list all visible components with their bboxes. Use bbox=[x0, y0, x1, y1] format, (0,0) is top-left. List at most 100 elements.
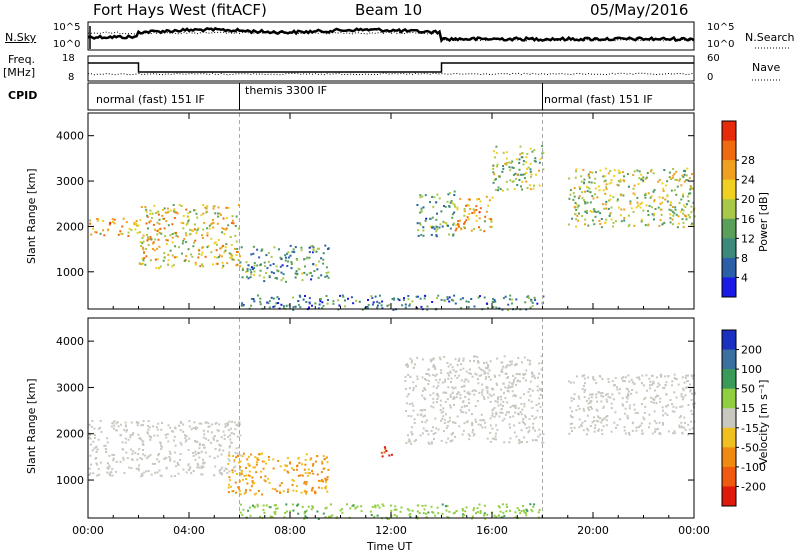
scatter-point bbox=[217, 429, 220, 432]
scatter-point bbox=[230, 441, 233, 444]
scatter-point bbox=[146, 238, 149, 241]
scatter-point bbox=[454, 205, 456, 208]
scatter-point bbox=[416, 378, 419, 381]
scatter-point bbox=[662, 409, 664, 412]
scatter-point bbox=[540, 381, 543, 384]
scatter-point bbox=[157, 228, 160, 231]
scatter-point bbox=[248, 475, 251, 478]
scatter-point bbox=[592, 376, 595, 379]
scatter-point bbox=[413, 440, 416, 443]
scatter-point bbox=[497, 505, 500, 508]
scatter-point bbox=[538, 428, 541, 431]
scatter-point bbox=[137, 469, 140, 472]
scatter-point bbox=[89, 222, 92, 225]
scatter-point bbox=[201, 443, 204, 446]
scatter-point bbox=[260, 263, 262, 266]
scatter-point bbox=[483, 220, 486, 223]
scatter-point bbox=[632, 174, 635, 176]
scatter-point bbox=[247, 509, 250, 512]
scatter-point bbox=[453, 511, 456, 514]
colorbar-tick-label: 4 bbox=[741, 271, 748, 284]
scatter-point bbox=[533, 184, 535, 187]
scatter-point bbox=[175, 211, 178, 214]
scatter-point bbox=[631, 381, 634, 384]
scatter-point bbox=[196, 216, 199, 219]
scatter-point bbox=[528, 297, 530, 300]
scatter-point bbox=[532, 422, 535, 425]
scatter-point bbox=[223, 233, 226, 236]
scatter-point bbox=[540, 368, 543, 371]
scatter-point bbox=[229, 485, 232, 488]
scatter-point bbox=[638, 177, 641, 180]
scatter-point bbox=[273, 305, 276, 308]
scatter-point bbox=[600, 421, 603, 424]
scatter-point bbox=[222, 449, 225, 452]
scatter-point bbox=[446, 398, 449, 401]
scatter-point bbox=[658, 178, 661, 181]
scatter-point bbox=[181, 252, 183, 255]
scatter-point bbox=[648, 422, 651, 425]
scatter-point bbox=[597, 391, 600, 394]
scatter-point bbox=[528, 388, 531, 391]
scatter-point bbox=[344, 299, 346, 302]
scatter-point bbox=[241, 269, 244, 271]
colorbar-segment bbox=[722, 140, 736, 161]
scatter-point bbox=[301, 279, 304, 282]
scatter-point bbox=[572, 381, 575, 384]
scatter-point bbox=[579, 187, 581, 190]
scatter-point bbox=[471, 431, 474, 434]
scatter-point bbox=[312, 464, 314, 467]
scatter-point bbox=[478, 211, 481, 214]
scatter-point bbox=[601, 377, 604, 380]
scatter-region bbox=[416, 190, 456, 238]
scatter-point bbox=[440, 439, 443, 442]
freq-right-tick-top: 60 bbox=[707, 53, 720, 64]
scatter-point bbox=[508, 441, 511, 444]
scatter-point bbox=[669, 221, 672, 224]
scatter-point bbox=[632, 422, 634, 425]
scatter-point bbox=[427, 379, 430, 382]
scatter-point bbox=[664, 384, 667, 386]
scatter-point bbox=[268, 481, 271, 484]
scatter-point bbox=[675, 378, 678, 381]
scatter-point bbox=[509, 386, 512, 389]
scatter-point bbox=[287, 488, 290, 491]
scatter-point bbox=[583, 384, 585, 387]
scatter-point bbox=[231, 420, 234, 423]
scatter-point bbox=[647, 192, 650, 195]
scatter-point bbox=[312, 506, 314, 509]
scatter-point bbox=[156, 428, 159, 431]
scatter-point bbox=[409, 516, 412, 518]
scatter-point bbox=[117, 233, 120, 236]
scatter-point bbox=[432, 357, 435, 360]
scatter-point bbox=[423, 408, 426, 411]
scatter-point bbox=[690, 223, 693, 226]
scatter-point bbox=[219, 213, 222, 216]
scatter-point bbox=[407, 295, 410, 297]
scatter-point bbox=[395, 508, 398, 511]
scatter-point bbox=[689, 188, 692, 191]
colorbar-frame bbox=[721, 120, 737, 298]
scatter-point bbox=[422, 226, 425, 229]
scatter-point bbox=[620, 377, 623, 380]
scatter-point bbox=[274, 277, 277, 279]
scatter-point bbox=[184, 232, 187, 235]
scatter-point bbox=[236, 435, 239, 438]
scatter-point bbox=[493, 407, 496, 409]
scatter-point bbox=[599, 169, 602, 172]
scatter-point bbox=[310, 489, 313, 492]
scatter-point bbox=[430, 505, 433, 508]
scatter-point bbox=[591, 195, 594, 198]
scatter-point bbox=[691, 392, 693, 395]
scatter-point bbox=[515, 177, 517, 180]
scatter-point bbox=[339, 294, 342, 297]
scatter-point bbox=[88, 467, 91, 470]
scatter-point bbox=[180, 221, 183, 224]
scatter-point bbox=[313, 270, 316, 272]
scatter-point bbox=[583, 377, 586, 380]
scatter-point bbox=[422, 389, 424, 392]
scatter-point bbox=[239, 474, 242, 477]
scatter-point bbox=[473, 211, 476, 214]
scatter-point bbox=[494, 178, 497, 181]
scatter-point bbox=[150, 473, 153, 476]
